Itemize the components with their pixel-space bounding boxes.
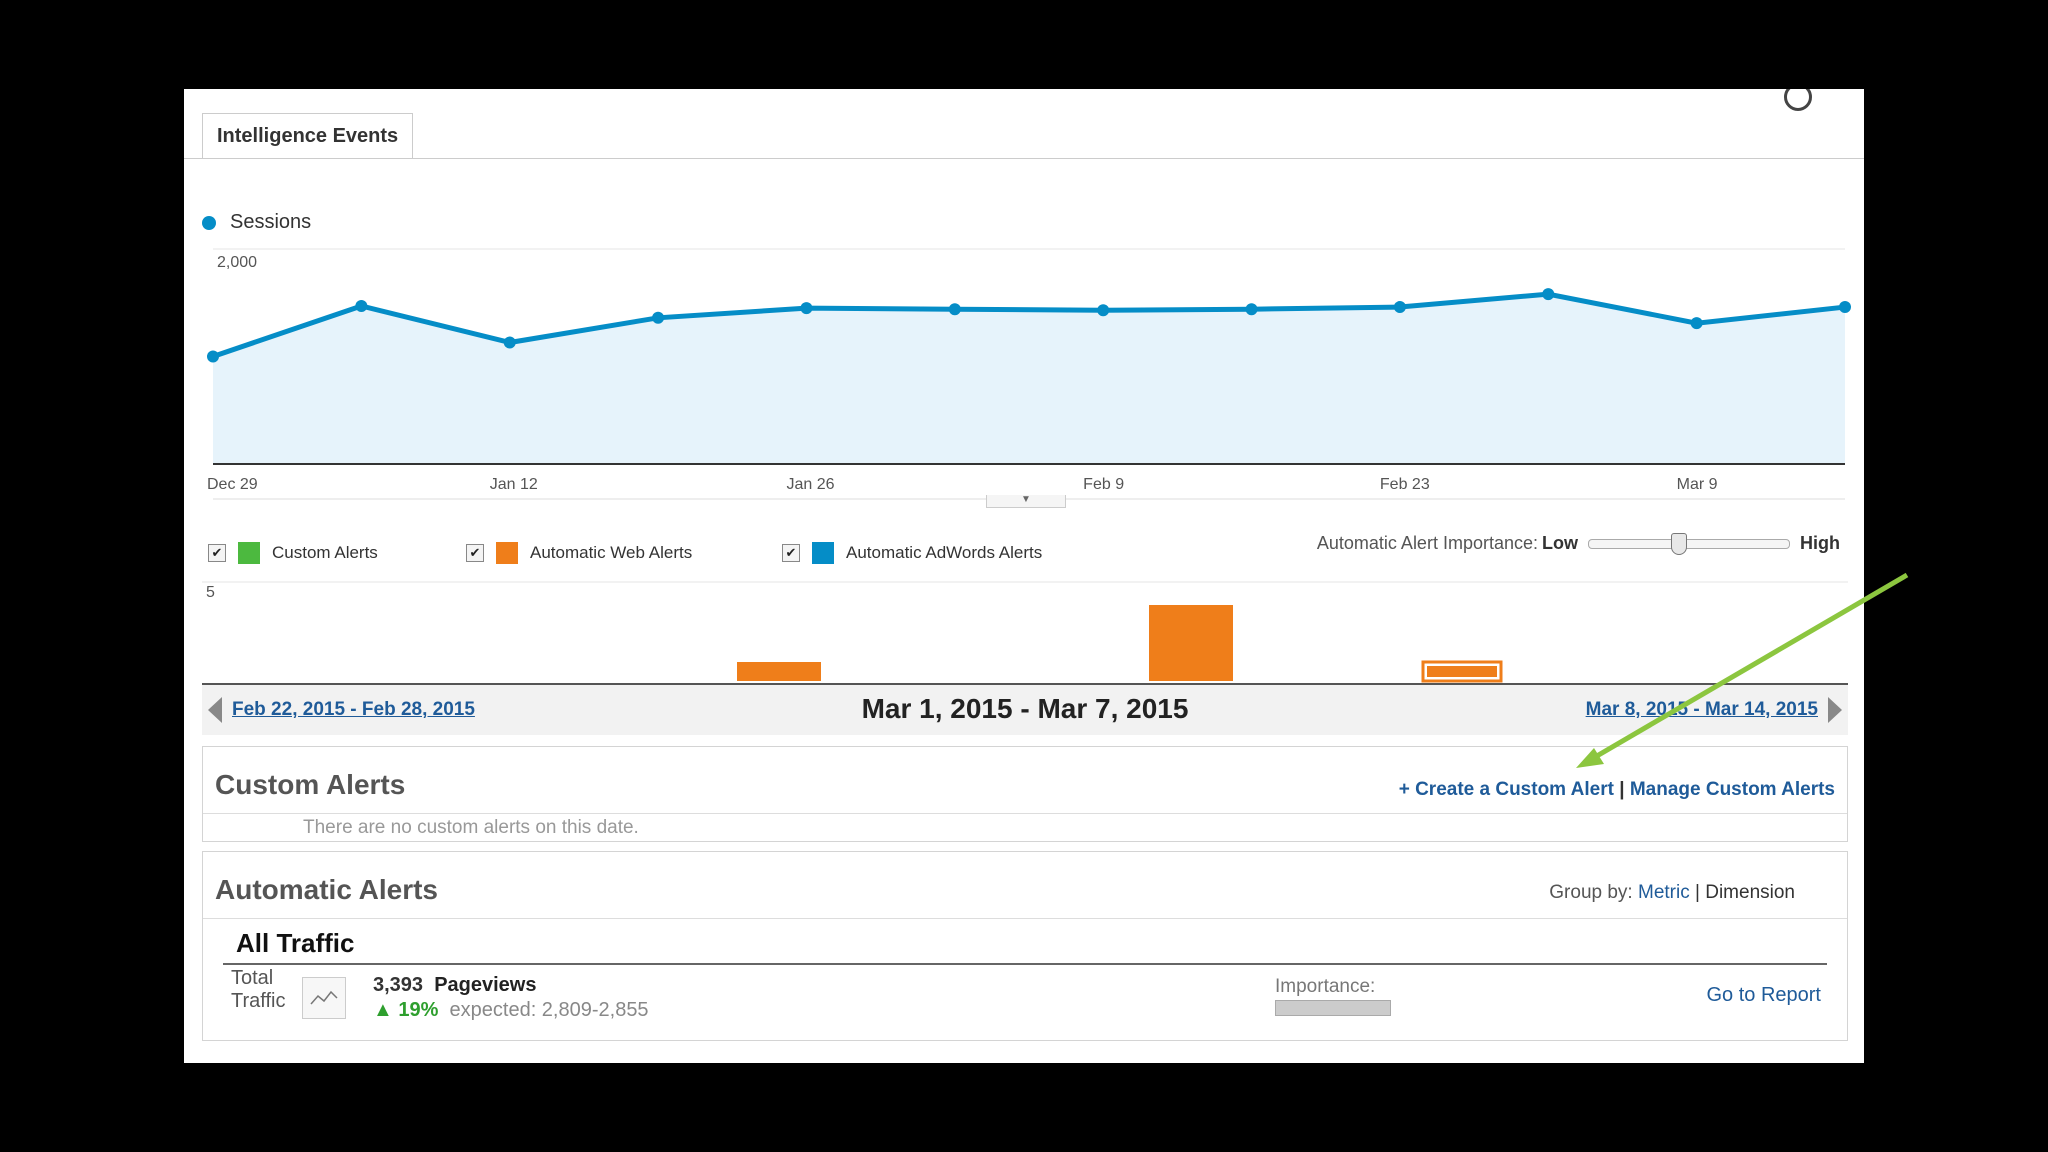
legend-automatic-adwords-alerts[interactable]: ✔ Automatic AdWords Alerts bbox=[782, 540, 1042, 566]
custom-alerts-actions: + Create a Custom Alert | Manage Custom … bbox=[1399, 779, 1835, 801]
sessions-point[interactable] bbox=[1393, 301, 1406, 314]
auto-alerts-divider bbox=[203, 918, 1847, 919]
slider-handle[interactable] bbox=[1671, 532, 1687, 555]
importance-low-label: Low bbox=[1542, 533, 1578, 553]
prev-arrow-icon[interactable] bbox=[208, 697, 222, 723]
current-week-title: Mar 1, 2015 - Mar 7, 2015 bbox=[861, 693, 1189, 724]
importance-bar bbox=[1275, 1000, 1391, 1016]
y-tick-label: 2,000 bbox=[217, 254, 257, 271]
metric-name: Pageviews bbox=[434, 974, 537, 996]
custom-alerts-checkbox[interactable]: ✔ bbox=[208, 544, 226, 562]
next-arrow-icon[interactable] bbox=[1828, 697, 1842, 723]
x-tick-label: Feb 9 bbox=[1083, 476, 1124, 493]
sessions-area bbox=[213, 294, 1845, 464]
tab-intelligence-events[interactable]: Intelligence Events bbox=[202, 113, 414, 158]
importance-row-label: Importance: bbox=[1275, 976, 1376, 997]
custom-alerts-divider bbox=[203, 813, 1847, 814]
segment-line-1: Total bbox=[231, 967, 274, 989]
custom-alerts-label: Custom Alerts bbox=[272, 543, 378, 562]
alert-bar[interactable] bbox=[1149, 605, 1233, 681]
automatic-web-alerts-swatch bbox=[496, 542, 518, 564]
automatic-web-alerts-label: Automatic Web Alerts bbox=[530, 543, 693, 562]
legend-automatic-web-alerts[interactable]: ✔ Automatic Web Alerts bbox=[466, 540, 692, 566]
importance-slider[interactable] bbox=[1588, 532, 1790, 555]
metric-summary: 3,393 Pageviews ▲ 19% expected: 2,809-2,… bbox=[373, 974, 649, 1022]
automatic-adwords-alerts-label: Automatic AdWords Alerts bbox=[846, 543, 1043, 562]
importance-column: Importance: bbox=[1275, 976, 1391, 1016]
collapse-toggle[interactable]: ▼ bbox=[986, 495, 1066, 508]
tab-divider bbox=[184, 158, 1864, 159]
automatic-alerts-title: Automatic Alerts bbox=[215, 874, 439, 905]
segment-line-2: Traffic bbox=[231, 990, 286, 1012]
alerts-bar-chart: 5 bbox=[202, 581, 1848, 683]
sessions-point[interactable] bbox=[1839, 301, 1851, 314]
importance-high-label: High bbox=[1800, 533, 1840, 553]
importance-label: Automatic Alert Importance: bbox=[1316, 533, 1538, 553]
date-navigation: Feb 22, 2015 - Feb 28, 2015 Mar 1, 2015 … bbox=[202, 683, 1848, 735]
automatic-web-alerts-checkbox[interactable]: ✔ bbox=[466, 544, 484, 562]
sessions-point[interactable] bbox=[1542, 288, 1555, 301]
alerts-y-max-label: 5 bbox=[206, 584, 215, 601]
x-tick-label: Dec 29 bbox=[207, 476, 258, 493]
sessions-point[interactable] bbox=[503, 336, 516, 349]
manage-custom-alerts-link[interactable]: Manage Custom Alerts bbox=[1629, 779, 1835, 800]
expected-range: expected: 2,809-2,855 bbox=[449, 999, 649, 1021]
create-custom-alert-link[interactable]: + Create a Custom Alert bbox=[1398, 779, 1614, 800]
automatic-alerts-box: Automatic Alerts Group by: Metric | Dime… bbox=[202, 851, 1848, 1041]
sessions-point[interactable] bbox=[207, 350, 219, 363]
sessions-line bbox=[212, 291, 1846, 359]
sparkline-icon bbox=[310, 990, 338, 1005]
custom-alerts-swatch bbox=[238, 542, 260, 564]
all-traffic-rule bbox=[223, 963, 1827, 965]
x-tick-label: Jan 12 bbox=[490, 476, 538, 493]
x-tick-label: Feb 23 bbox=[1380, 476, 1430, 493]
intelligence-events-panel: Intelligence Events Sessions 2,0001,000D… bbox=[184, 89, 1864, 1063]
alert-bar-fill bbox=[1427, 666, 1497, 677]
automatic-adwords-alerts-swatch bbox=[812, 542, 834, 564]
group-by-dimension[interactable]: Dimension bbox=[1705, 882, 1795, 903]
alert-importance-control: Automatic Alert Importance: Low High bbox=[1316, 532, 1844, 555]
x-tick-label: Jan 26 bbox=[786, 476, 834, 493]
sessions-point[interactable] bbox=[1690, 317, 1703, 330]
metric-value: 3,393 bbox=[373, 974, 424, 996]
automatic-adwords-alerts-checkbox[interactable]: ✔ bbox=[782, 544, 800, 562]
sessions-point[interactable] bbox=[1097, 304, 1110, 317]
x-tick-label: Mar 9 bbox=[1677, 476, 1718, 493]
sessions-point[interactable] bbox=[1245, 303, 1258, 316]
no-custom-alerts-text: There are no custom alerts on this date. bbox=[303, 817, 639, 838]
sessions-legend-label: Sessions bbox=[230, 211, 312, 233]
group-by-metric-link[interactable]: Metric bbox=[1638, 882, 1690, 903]
go-to-report-link[interactable]: Go to Report bbox=[1706, 984, 1821, 1006]
sparkline-button[interactable] bbox=[302, 977, 346, 1019]
legend-custom-alerts[interactable]: ✔ Custom Alerts bbox=[208, 540, 378, 566]
prev-week-link[interactable]: Feb 22, 2015 - Feb 28, 2015 bbox=[232, 699, 475, 720]
sessions-point[interactable] bbox=[948, 303, 961, 316]
custom-alerts-box: Custom Alerts + Create a Custom Alert | … bbox=[202, 746, 1848, 842]
group-by-label: Group by: bbox=[1549, 882, 1633, 903]
actions-separator: | bbox=[1619, 779, 1625, 800]
sessions-dot-icon bbox=[202, 215, 216, 230]
next-week-link[interactable]: Mar 8, 2015 - Mar 14, 2015 bbox=[1585, 699, 1818, 720]
custom-alerts-title: Custom Alerts bbox=[215, 769, 406, 800]
segment-label: Total Traffic bbox=[231, 967, 285, 1013]
all-traffic-heading: All Traffic bbox=[236, 928, 355, 958]
sessions-legend: Sessions bbox=[202, 211, 311, 234]
sessions-point[interactable] bbox=[800, 302, 813, 315]
group-by-control: Group by: Metric | Dimension bbox=[1549, 882, 1795, 904]
change-indicator: ▲ 19% bbox=[373, 999, 439, 1021]
group-by-separator: | bbox=[1695, 882, 1700, 903]
search-icon[interactable] bbox=[1784, 89, 1812, 111]
sessions-point[interactable] bbox=[355, 299, 368, 312]
sessions-point[interactable] bbox=[652, 311, 665, 324]
alert-bar[interactable] bbox=[737, 662, 821, 681]
